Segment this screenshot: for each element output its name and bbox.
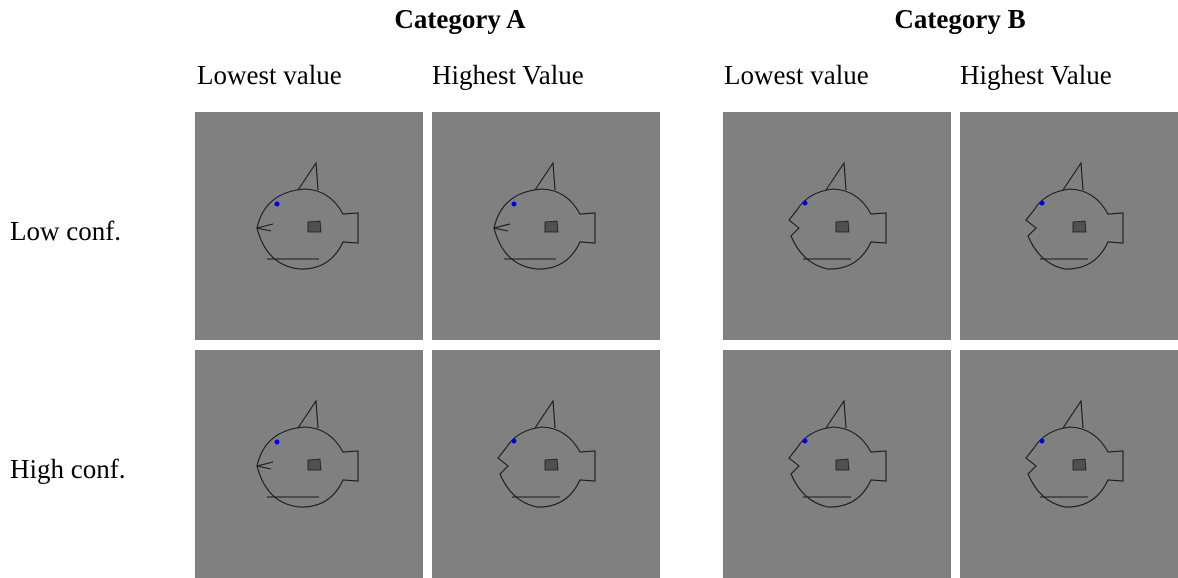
column-label: Lowest value [724,60,869,90]
panel [195,350,423,578]
group-title: Category A [394,4,526,34]
panel [723,350,951,578]
panel [432,350,660,578]
row-label: High conf. [10,454,125,484]
group-title: Category B [894,4,1025,34]
column-label: Lowest value [197,60,342,90]
panel [960,112,1178,340]
row-label: Low conf. [10,216,121,246]
figure: Category A Category B Lowest value Highe… [0,0,1178,578]
panel [195,112,423,340]
panel [432,112,660,340]
panel [960,350,1178,578]
column-label: Highest Value [960,60,1112,90]
column-label: Highest Value [432,60,584,90]
panel [723,112,951,340]
